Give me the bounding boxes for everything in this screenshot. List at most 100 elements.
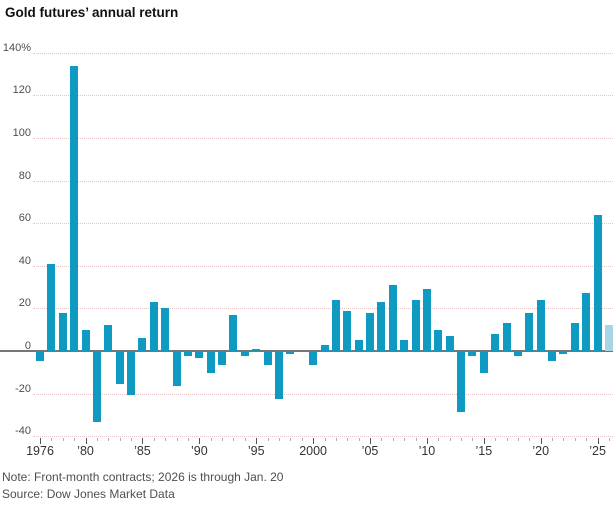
bar-1998 <box>286 352 295 355</box>
x-tick-1984 <box>131 438 133 441</box>
gridline--40 <box>33 436 613 438</box>
bar-2009 <box>411 299 420 351</box>
x-tick-2006 <box>381 438 383 441</box>
y-axis-label-0: 0 <box>24 340 31 352</box>
bar-1987 <box>161 308 170 351</box>
bar-1989 <box>183 352 192 357</box>
bar-2026 <box>605 325 613 351</box>
bar-1991 <box>206 352 215 374</box>
y-axis-label--40: -40 <box>15 425 31 438</box>
y-axis-label-140: 140% <box>2 41 31 54</box>
bar-1983 <box>115 352 124 384</box>
bar-2020 <box>536 299 545 351</box>
x-tick-2019 <box>529 438 531 441</box>
chart-source: Source: Dow Jones Market Data <box>2 487 175 501</box>
gridline-20 <box>33 308 613 310</box>
x-tick-2004 <box>358 438 360 441</box>
bar-1978 <box>58 312 67 351</box>
x-tick-1994 <box>244 438 246 441</box>
x-tick-1997 <box>278 438 280 441</box>
bar-2008 <box>400 340 409 351</box>
gridline-120 <box>33 95 613 97</box>
bar-1985 <box>138 338 147 351</box>
x-tick-1982 <box>108 438 110 441</box>
x-tick-2024 <box>586 438 588 441</box>
x-tick-2020 <box>540 438 542 444</box>
bar-2015 <box>479 352 488 374</box>
x-tick-1996 <box>267 438 269 441</box>
x-tick-1989 <box>187 438 189 441</box>
x-tick-1998 <box>290 438 292 441</box>
x-tick-1979 <box>74 438 76 441</box>
x-tick-2012 <box>449 438 451 441</box>
x-tick-1987 <box>165 438 167 441</box>
x-axis-label-2000: 2000 <box>299 444 328 458</box>
x-axis-label-1976: 1976 <box>26 444 54 458</box>
bar-2003 <box>343 310 352 351</box>
bar-2001 <box>320 344 329 351</box>
bar-2019 <box>525 312 534 351</box>
bar-1981 <box>92 352 101 423</box>
x-tick-2014 <box>472 438 474 441</box>
x-tick-2025 <box>597 438 599 444</box>
bar-1994 <box>240 352 249 357</box>
bar-2005 <box>366 312 375 351</box>
bar-2011 <box>434 329 443 351</box>
x-tick-2021 <box>552 438 554 441</box>
bar-1977 <box>47 263 56 351</box>
x-tick-1976 <box>40 438 41 444</box>
x-tick-2003 <box>347 438 349 441</box>
x-axis-label-2025: ’25 <box>589 444 606 458</box>
x-tick-1999 <box>301 438 303 441</box>
gridline-100 <box>33 138 613 139</box>
bar-2013 <box>457 352 466 412</box>
bar-1997 <box>274 352 283 399</box>
gridline-60 <box>33 223 613 225</box>
bar-2024 <box>582 293 591 351</box>
x-tick-2022 <box>563 438 565 441</box>
x-axis-label-2015: ’15 <box>475 444 493 458</box>
y-axis-label-80: 80 <box>18 169 31 182</box>
gridline-40 <box>33 265 613 267</box>
x-tick-1980 <box>85 438 87 444</box>
x-tick-1986 <box>153 438 155 441</box>
x-tick-1995 <box>256 438 258 444</box>
x-axis-label-2020: ’20 <box>532 444 550 458</box>
x-tick-1991 <box>210 438 212 441</box>
x-axis-label-1980: ’80 <box>77 444 94 458</box>
bar-1986 <box>149 302 158 351</box>
x-tick-2011 <box>438 438 440 441</box>
x-tick-2008 <box>404 438 406 441</box>
bar-2004 <box>354 340 363 351</box>
x-tick-2016 <box>495 438 497 441</box>
x-tick-1990 <box>199 438 201 444</box>
x-axis-label-1990: ’90 <box>190 444 208 458</box>
x-tick-2009 <box>415 438 417 441</box>
x-axis-label-1995: ’95 <box>247 444 265 458</box>
gridline-80 <box>33 180 613 182</box>
bar-2006 <box>377 302 386 351</box>
bar-1995 <box>252 348 261 351</box>
bar-1996 <box>263 352 272 365</box>
bar-2000 <box>309 352 318 365</box>
bar-1976 <box>36 352 44 361</box>
y-axis-label-60: 60 <box>18 212 31 225</box>
y-axis-label-100: 100 <box>12 127 31 139</box>
chart-note: Note: Front-month contracts; 2026 is thr… <box>2 470 284 484</box>
x-tick-2026 <box>609 438 610 441</box>
x-tick-1983 <box>119 438 121 441</box>
zero-axis-line <box>0 350 613 352</box>
bar-2012 <box>445 336 454 351</box>
x-tick-2015 <box>483 438 485 444</box>
y-axis-label--20: -20 <box>15 382 31 395</box>
bar-2016 <box>491 333 500 351</box>
x-tick-1993 <box>233 438 235 441</box>
bar-1984 <box>127 352 136 395</box>
x-tick-2005 <box>370 438 372 444</box>
x-axis-label-1985: ’85 <box>134 444 151 458</box>
x-tick-1992 <box>222 438 224 441</box>
bar-2023 <box>570 323 579 351</box>
chart-title: Gold futures’ annual return <box>5 5 179 20</box>
bar-2010 <box>422 289 431 351</box>
